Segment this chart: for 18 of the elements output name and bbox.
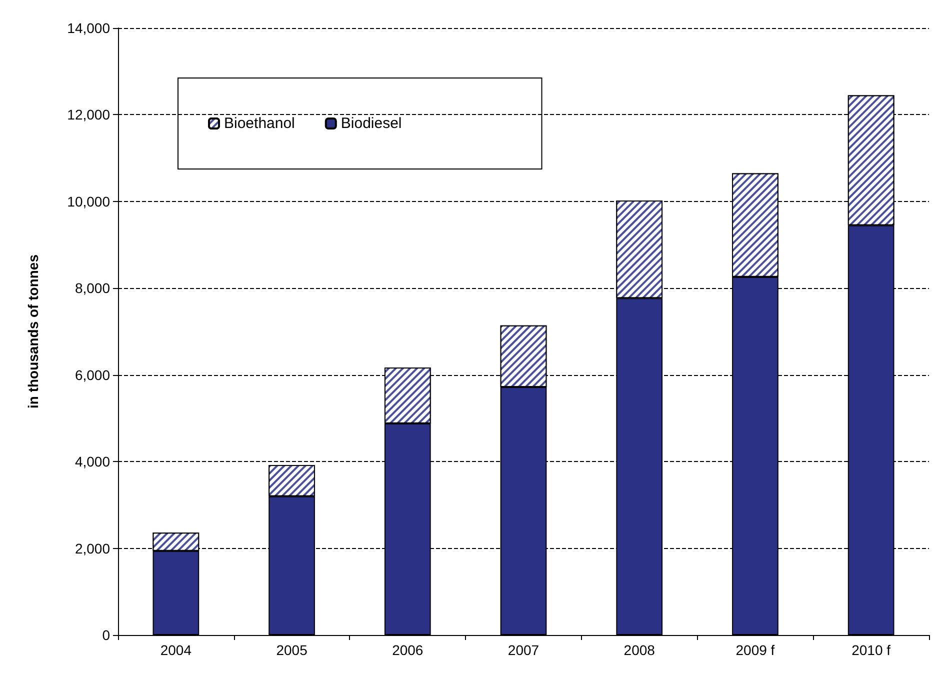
- x-tick-label: 2010 f: [852, 642, 891, 658]
- y-tick-label: 2,000: [74, 540, 110, 556]
- x-tick-label: 2007: [508, 642, 540, 658]
- legend-label: Bioethanol: [224, 115, 295, 132]
- y-tick-label: 4,000: [74, 454, 110, 470]
- x-tick-label: 2009 f: [736, 642, 775, 658]
- y-tick-label: 8,000: [74, 280, 110, 296]
- legend-label: Biodiesel: [340, 115, 402, 132]
- y-tick-label: 6,000: [74, 366, 110, 383]
- y-tick-label: 12,000: [67, 106, 110, 123]
- x-tick-label: 2006: [392, 642, 424, 658]
- y-tick-label: 10,000: [67, 193, 110, 210]
- y-axis-title: in thousands of tonnes: [25, 254, 41, 408]
- y-tick-label: 0: [102, 627, 110, 643]
- x-tick-label: 2008: [624, 642, 656, 658]
- y-tick-label: 14,000: [67, 20, 110, 36]
- x-tick-label: 2004: [160, 642, 192, 658]
- x-tick-label: 2005: [276, 642, 308, 658]
